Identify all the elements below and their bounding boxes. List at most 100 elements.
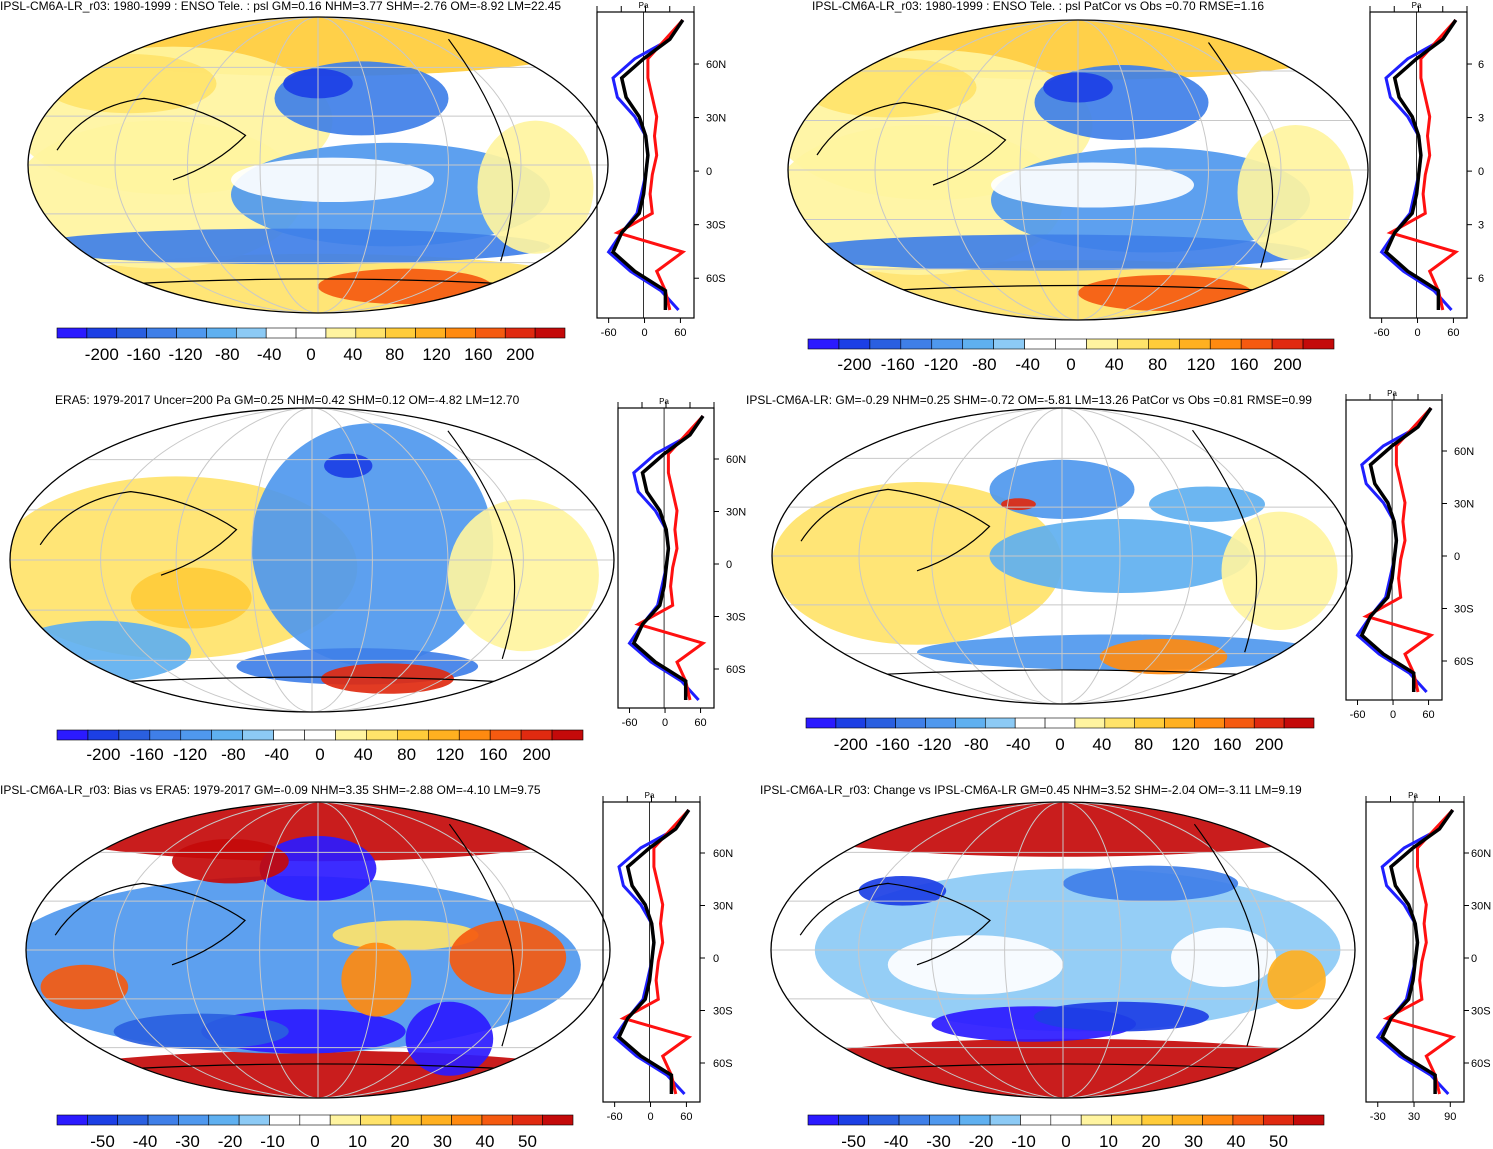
profile-model [613, 18, 687, 311]
colorbar-swatch [542, 1114, 574, 1126]
unit-label: Pa [639, 1, 649, 10]
field-contour [172, 839, 289, 884]
unit-label: Pa [1412, 1, 1422, 10]
colorbar-label: 40 [343, 345, 362, 364]
field-contour [332, 920, 479, 950]
colorbar-label: 50 [518, 1132, 537, 1149]
x-tick-label: 60 [1422, 709, 1434, 721]
colorbar-label: 10 [1099, 1132, 1118, 1149]
panel-title: IPSL-CM6A-LR_r03: Bias vs ERA5: 1979-201… [0, 783, 541, 797]
colorbar-label: 200 [506, 345, 534, 364]
colorbar-swatch [869, 338, 902, 350]
colorbar-swatch [385, 327, 416, 339]
map-border [771, 407, 1353, 705]
colorbar-swatch [1283, 717, 1315, 729]
colorbar-swatch [211, 729, 243, 741]
map-border [27, 16, 609, 314]
lat-label: 0 [1454, 551, 1460, 563]
colorbar-swatch [238, 1114, 270, 1126]
colorbar-2: -200 -160 -120 -80 -40 0 40 80 120 160 200 [807, 338, 1335, 374]
colorbar-label: -40 [1006, 735, 1031, 754]
colorbar-swatch [989, 1114, 1021, 1126]
map-4 [771, 407, 1353, 705]
colorbar-label: 50 [1269, 1132, 1288, 1149]
field-contour [130, 567, 252, 629]
lat-label: 0 [706, 166, 712, 178]
x-tick-label: -30 [1370, 1111, 1386, 1123]
x-tick-label: 0 [647, 1111, 653, 1123]
lat-label: 60N [706, 59, 726, 71]
colorbar-label: 160 [1230, 355, 1258, 374]
coastline [816, 101, 1007, 186]
colorbar-label: 200 [1273, 355, 1301, 374]
colorbar-swatch [1253, 717, 1285, 729]
colorbar-label: 160 [464, 345, 492, 364]
colorbar-1: -200 -160 -120 -80 -40 0 40 80 120 160 200 [56, 327, 566, 364]
colorbar-swatch [329, 1114, 361, 1126]
colorbar-label: -120 [173, 745, 207, 764]
zonal-profile-1: Pa 60N 30N 0 30S 60S -60 0 60 [596, 1, 726, 339]
x-tick-label: -60 [607, 1111, 623, 1123]
colorbar-swatch [390, 1114, 422, 1126]
colorbar-label: 40 [1227, 1132, 1246, 1149]
coastline [1192, 429, 1258, 653]
zonal-profile-6: Pa 60N 30N 0 30S 60S -30 30 90 [1365, 791, 1491, 1123]
field-contour [231, 157, 434, 202]
profile-ref [616, 809, 691, 1094]
colorbar-swatch [865, 717, 896, 729]
colorbar-swatch [835, 717, 867, 729]
colorbar-swatch [149, 729, 182, 741]
lat-label: 30S [726, 612, 746, 624]
colorbar-label: 160 [479, 745, 507, 764]
field-contour [42, 54, 217, 114]
field-contour [113, 1013, 289, 1050]
colorbar-swatch [146, 327, 177, 339]
colorbar-label: -30 [175, 1132, 200, 1149]
colorbar-label: -200 [834, 735, 868, 754]
unit-label: Pa [1387, 389, 1397, 398]
colorbar-label: 40 [476, 1132, 495, 1149]
x-tick-label: -60 [1374, 327, 1390, 339]
colorbar-label: -80 [972, 355, 997, 374]
colorbar-swatch [265, 327, 297, 339]
field-contour [1267, 950, 1326, 1010]
field-contour [449, 920, 567, 995]
lat-label: 30S [706, 220, 726, 232]
colorbar-swatch [900, 338, 933, 350]
graticule-lon [874, 20, 1282, 320]
panel-title: IPSL-CM6A-LR_r03: Change vs IPSL-CM6A-LR… [760, 783, 1302, 797]
colorbar-swatch [1134, 717, 1165, 729]
x-tick-label: 90 [1444, 1111, 1456, 1123]
field-contour [10, 620, 192, 682]
colorbar-label: -10 [260, 1132, 285, 1149]
graticule-lon [251, 408, 373, 712]
colorbar-swatch [445, 327, 476, 339]
colorbar-swatch [458, 729, 491, 741]
lat-label: 30N [726, 507, 746, 519]
field-contour [1063, 865, 1239, 902]
colorbar-label: 0 [306, 345, 315, 364]
x-tick-label: -60 [601, 327, 617, 339]
colorbar-swatch [56, 729, 89, 741]
graticule-lon [114, 17, 522, 313]
x-tick-label: 0 [1390, 709, 1396, 721]
colorbar-label: 80 [385, 345, 404, 364]
lat-label: 60N [1454, 446, 1474, 458]
colorbar-label: -40 [884, 1132, 909, 1149]
colorbar-swatch [1202, 1114, 1234, 1126]
lat-label: 30N [706, 113, 726, 125]
coastline [829, 669, 1295, 678]
colorbar-3: -200 -160 -120 -80 -40 0 40 80 120 160 200 [56, 729, 584, 764]
lat-label: 60N [726, 454, 746, 466]
colorbar-label: -50 [90, 1132, 115, 1149]
graticule-lon [1004, 802, 1122, 1098]
colorbar-label: -120 [924, 355, 958, 374]
colorbar-swatch [1117, 338, 1149, 350]
colorbar-swatch [1302, 338, 1335, 350]
zonal-profile-3: Pa 60N 30N 0 30S 60S -60 0 60 [617, 397, 746, 729]
colorbar-swatch [931, 338, 964, 350]
coastline [800, 488, 991, 572]
lat-label: 60N [713, 848, 733, 860]
colorbar-swatch [366, 729, 398, 741]
profile-model [1382, 808, 1457, 1095]
